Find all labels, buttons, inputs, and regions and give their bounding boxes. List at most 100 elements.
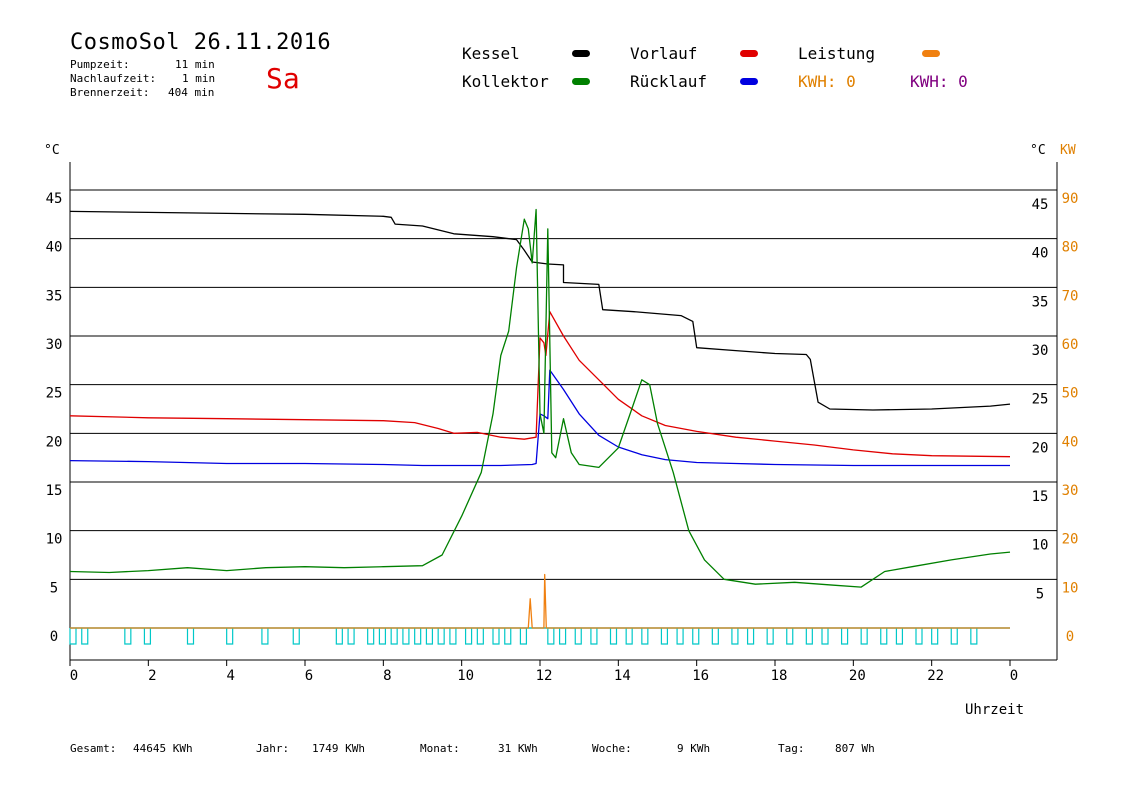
pump-mark (970, 628, 978, 645)
pump-mark (261, 628, 269, 645)
pump-mark (504, 628, 512, 645)
x-tick-label: 10 (457, 668, 474, 684)
pump-mark (378, 628, 387, 645)
series-leistung (70, 573, 1010, 629)
pump-mark (425, 628, 434, 645)
y-tick-label-right-c: 10 (1032, 538, 1049, 554)
pump-mark (625, 628, 633, 645)
pump-mark (766, 628, 774, 645)
pump-mark (292, 628, 300, 645)
pump-mark (124, 628, 132, 645)
pump-mark (711, 628, 719, 645)
x-tick-label: 2 (148, 668, 156, 684)
weekday-label: Sa (266, 62, 300, 95)
pump-mark (547, 628, 555, 645)
legend-vorlauf-swatch (740, 50, 758, 57)
y-tick-label-left: 30 (46, 337, 63, 353)
y-tick-label-right-c: 5 (1036, 586, 1044, 602)
y-tick-label-left: 15 (46, 483, 63, 499)
pump-mark (731, 628, 739, 645)
tick-labels: 0 2 4 6 8 10 12 14 16 18 20 22 0 0 0 5 5 10 10 10 20 15 15 30 20… (46, 191, 1079, 684)
pump-mark (414, 628, 422, 645)
legend-kwh-purple: KWH: 0 (910, 72, 968, 91)
pump-mark (660, 628, 669, 645)
pump-mark (558, 628, 567, 645)
pump-mark (821, 628, 829, 645)
y-tick-label-right-c: 40 (1032, 246, 1049, 262)
pump-mark (915, 628, 923, 645)
x-tick-label: 6 (305, 668, 313, 684)
y-tick-label-right-c: 25 (1032, 392, 1049, 408)
pump-mark (476, 628, 484, 645)
right-axis-unit-c: °C (1030, 143, 1046, 158)
legend-leistung: Leistung (798, 44, 876, 63)
y-tick-label-right-c: 20 (1032, 440, 1049, 456)
y-tick-label-right-c: 30 (1032, 343, 1049, 359)
y-tick-label-right-kw: 30 (1062, 483, 1079, 499)
gesamt-value: 44645 KWh (133, 742, 193, 755)
pump-mark (492, 628, 500, 645)
x-tick-label: 16 (692, 668, 709, 684)
y-tick-label-left: 10 (46, 532, 63, 548)
legend-vorlauf: Vorlauf (630, 44, 698, 63)
pump-mark (880, 628, 888, 645)
brennerzeit-label: Brennerzeit: (70, 86, 150, 99)
grid-lines (70, 189, 1057, 580)
pump-mark (402, 628, 410, 645)
y-tick-label-left: 5 (50, 580, 58, 596)
jahr-value: 1749 KWh (312, 742, 365, 755)
y-tick-label-right-kw: 40 (1062, 434, 1079, 450)
pump-mark (390, 628, 398, 645)
pump-marks (69, 628, 978, 645)
x-tick-label: 0 (1010, 668, 1018, 684)
x-tick-label: 12 (536, 668, 553, 684)
y-tick-label-right-c: 15 (1032, 489, 1049, 505)
pump-mark (143, 628, 152, 645)
y-tick-label-right-kw: 50 (1062, 386, 1079, 402)
legend-kwh-orange: KWH: 0 (798, 72, 856, 91)
pump-mark (69, 628, 77, 645)
pump-mark (950, 628, 958, 645)
woche-label: Woche: (592, 742, 632, 755)
series-vorlauf (69, 311, 1011, 458)
legend-ruecklauf-swatch (740, 78, 758, 85)
x-tick-label: 14 (614, 668, 631, 684)
pump-mark (746, 628, 755, 645)
monat-value: 31 KWh (498, 742, 538, 755)
series-kollektor (69, 208, 1011, 588)
tag-value: 807 Wh (835, 742, 875, 755)
y-tick-label-left: 35 (46, 288, 63, 304)
x-tick-label: 8 (383, 668, 391, 684)
pumpzeit-value: 11 min (175, 58, 215, 71)
x-tick-label: 4 (226, 668, 234, 684)
y-tick-label-left: 45 (46, 191, 63, 207)
y-tick-label-right-kw: 20 (1062, 532, 1079, 548)
pump-mark (367, 628, 375, 645)
legend-kollektor: Kollektor (462, 72, 549, 91)
pump-mark (81, 628, 89, 645)
nachlaufzeit-label: Nachlaufzeit: (70, 72, 157, 85)
pump-mark (335, 628, 343, 645)
series-lines (69, 208, 1011, 629)
legend-kollektor-swatch (572, 78, 590, 85)
pump-mark (186, 628, 195, 645)
legend-leistung-swatch (922, 50, 940, 57)
gesamt-label: Gesamt: (70, 742, 117, 755)
pump-mark (805, 628, 813, 645)
y-tick-label-right-kw: 70 (1062, 288, 1079, 304)
y-tick-label-right-kw: 10 (1062, 580, 1079, 596)
y-tick-label-left: 20 (46, 434, 63, 450)
pump-mark (347, 628, 355, 645)
axes (69, 162, 1058, 666)
y-tick-label-left: 40 (46, 240, 63, 256)
left-axis-unit: °C (44, 143, 60, 158)
pump-mark (840, 628, 849, 645)
jahr-label: Jahr: (256, 742, 290, 755)
brennerzeit-value: 404 min (168, 86, 215, 99)
series-kessel (69, 210, 1011, 411)
pumpzeit-label: Pumpzeit: (70, 58, 130, 71)
legend-ruecklauf: Rücklauf (630, 72, 708, 91)
y-tick-label-right-kw: 0 (1066, 629, 1074, 645)
pump-mark (692, 628, 700, 645)
